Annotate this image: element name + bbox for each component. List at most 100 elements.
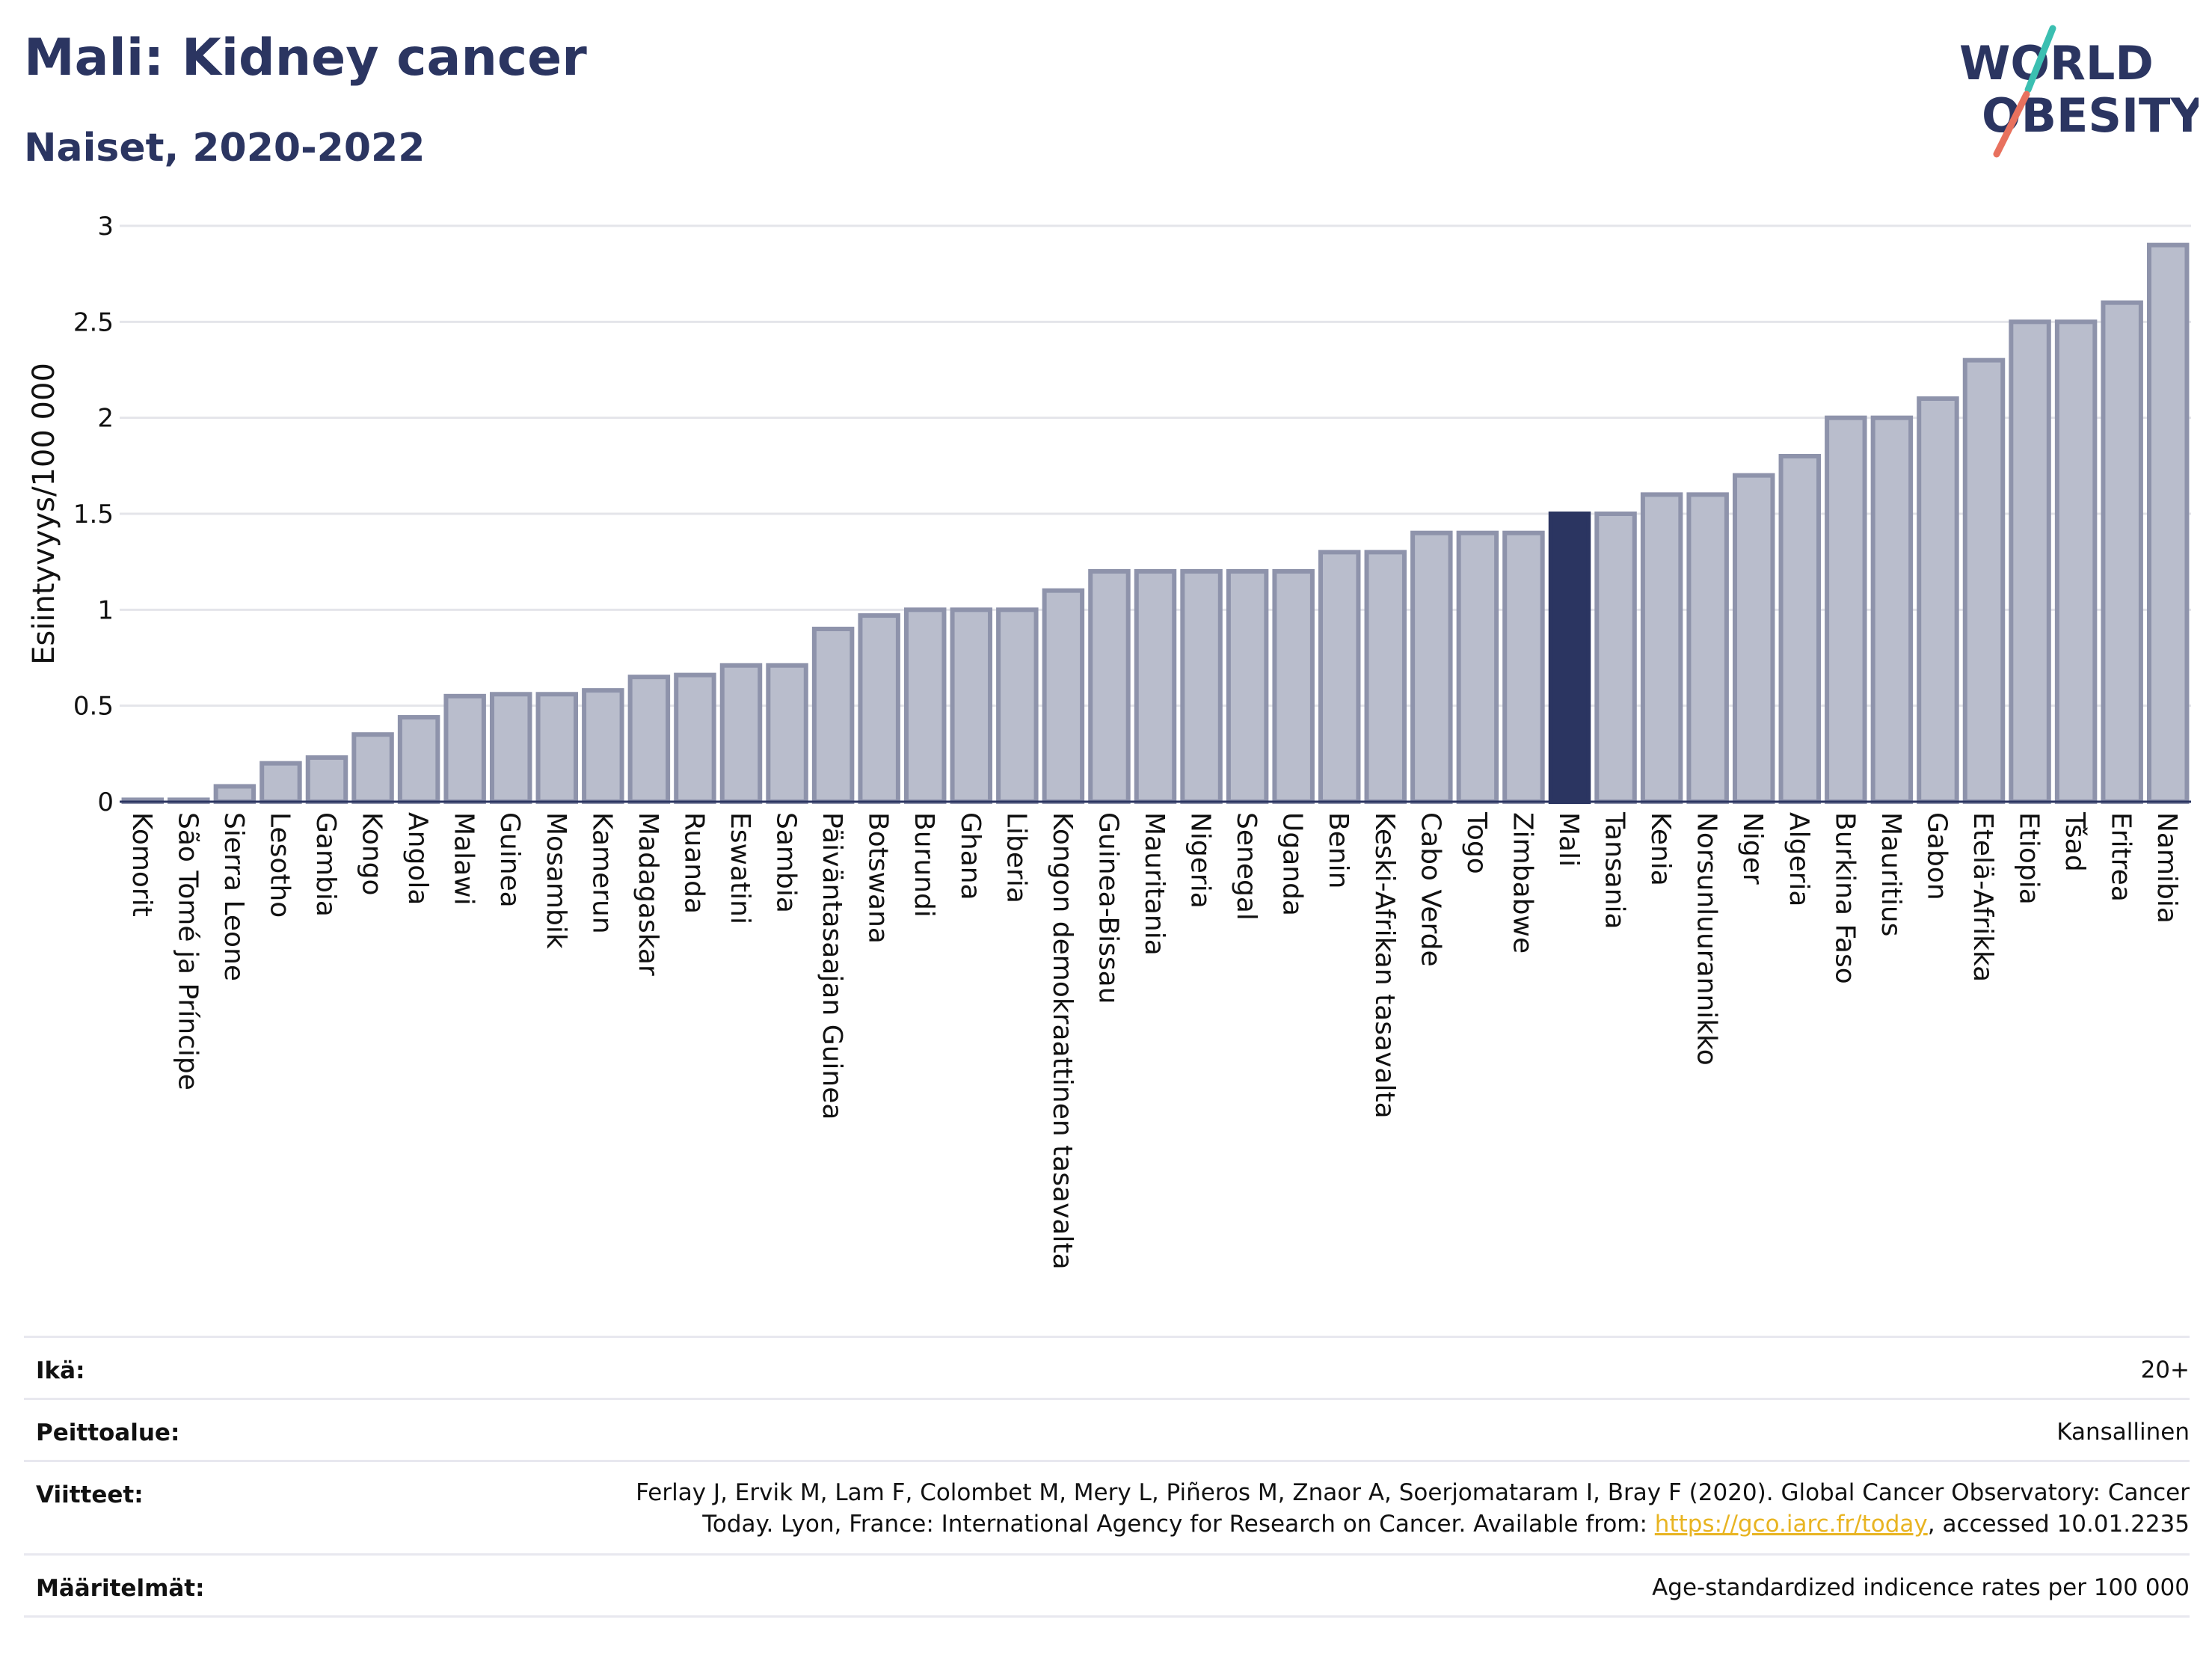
bar bbox=[1548, 512, 1591, 804]
bar bbox=[1686, 492, 1729, 804]
x-tick-label: Guinea bbox=[494, 812, 525, 908]
bar bbox=[627, 675, 671, 805]
references-label: Viitteet: bbox=[36, 1481, 144, 1508]
info-row-coverage: Peittoalue: Kansallinen bbox=[24, 1398, 2190, 1461]
x-tick-label: Benin bbox=[1323, 812, 1354, 888]
info-row-age: Ikä: 20+ bbox=[24, 1336, 2190, 1399]
x-tick-label: Etiopia bbox=[2014, 812, 2044, 905]
bar bbox=[996, 607, 1039, 804]
bar bbox=[2054, 319, 2098, 805]
x-tick-label: Malawi bbox=[449, 812, 479, 906]
bar bbox=[2009, 319, 2051, 805]
info-table: Ikä: 20+ Peittoalue: Kansallinen Viittee… bbox=[24, 1336, 2190, 1620]
bar bbox=[582, 688, 624, 805]
x-tick-label: Ruanda bbox=[678, 812, 709, 914]
y-tick-label: 2.5 bbox=[73, 307, 114, 337]
x-tick-label: Zimbabwe bbox=[1507, 812, 1537, 954]
y-tick-label: 2 bbox=[97, 404, 114, 434]
x-tick-label: Senegal bbox=[1231, 812, 1262, 921]
bar bbox=[1134, 569, 1177, 804]
bar bbox=[811, 627, 855, 804]
x-tick-label: Burundi bbox=[909, 812, 939, 918]
age-label: Ikä: bbox=[36, 1357, 85, 1384]
bar bbox=[2146, 242, 2190, 804]
x-tick-label: Norsunluurannikko bbox=[1692, 812, 1722, 1066]
bar bbox=[259, 761, 302, 805]
x-tick-label: Niger bbox=[1737, 812, 1768, 885]
bar bbox=[719, 663, 763, 804]
age-value: 20+ bbox=[2140, 1357, 2190, 1384]
x-tick-label: Algeria bbox=[1784, 812, 1814, 907]
y-axis-label: Esiintyvyys/100 000 bbox=[27, 363, 61, 665]
x-tick-label: Tšad bbox=[2059, 811, 2090, 872]
bar bbox=[1088, 569, 1131, 804]
bar bbox=[1364, 550, 1407, 804]
x-tick-label: São Tomé ja Príncipe bbox=[172, 812, 203, 1090]
x-tick-label: Kongo bbox=[357, 812, 387, 896]
definitions-value: Age-standardized indicence rates per 100… bbox=[1652, 1574, 2190, 1601]
bar bbox=[351, 732, 394, 805]
y-tick-label: 3 bbox=[97, 212, 114, 242]
bar bbox=[1180, 569, 1223, 804]
info-row-references: Viitteet: Ferlay J, Ervik M, Lam F, Colo… bbox=[24, 1460, 2190, 1555]
bar bbox=[1272, 569, 1315, 804]
x-tick-label: Etelä-Afrikka bbox=[1967, 812, 1998, 982]
x-tick-label: Burkina Faso bbox=[1829, 812, 1860, 984]
x-tick-label: Kongon demokraattinen tasavalta bbox=[1047, 812, 1078, 1270]
y-tick-label: 1 bbox=[97, 595, 114, 625]
bar bbox=[443, 693, 486, 804]
world-obesity-logo: WORLD OBESITY bbox=[1959, 25, 2199, 158]
bar bbox=[1410, 530, 1453, 805]
x-tick-label: Mauritania bbox=[1139, 812, 1170, 956]
definitions-label: Määritelmät: bbox=[36, 1575, 205, 1602]
x-tick-label: Gabon bbox=[1921, 812, 1952, 900]
x-tick-label: Angola bbox=[402, 812, 433, 905]
x-tick-label: Ghana bbox=[955, 812, 986, 900]
references-line-2-text: Today. Lyon, France: International Agenc… bbox=[702, 1511, 1655, 1538]
x-tick-label: Eritrea bbox=[2106, 812, 2136, 902]
bar bbox=[535, 692, 579, 804]
x-tick-label: Mali bbox=[1553, 812, 1584, 867]
coverage-value: Kansallinen bbox=[2056, 1419, 2190, 1446]
bar bbox=[397, 715, 440, 804]
x-tick-label: Kenia bbox=[1645, 812, 1676, 886]
x-tick-label: Liberia bbox=[1001, 812, 1031, 903]
x-tick-label: Päiväntasaajan Guinea bbox=[817, 812, 847, 1120]
bar bbox=[1318, 550, 1361, 804]
x-tick-label: Komorit bbox=[126, 812, 157, 917]
chart-title: Mali: Kidney cancer bbox=[24, 28, 587, 87]
bar bbox=[1778, 454, 1822, 804]
x-tick-label: Cabo Verde bbox=[1415, 812, 1446, 967]
bar bbox=[2101, 300, 2143, 804]
references-link[interactable]: https://gco.iarc.fr/today bbox=[1654, 1511, 1928, 1538]
bar bbox=[1917, 396, 1959, 804]
x-tick-label: Namibia bbox=[2151, 812, 2182, 924]
y-tick-label: 0.5 bbox=[73, 692, 114, 722]
references-line-2-end: , accessed 10.01.2235 bbox=[1927, 1511, 2190, 1538]
y-tick-label: 0 bbox=[97, 787, 114, 817]
bar bbox=[950, 607, 993, 804]
bar bbox=[1732, 473, 1775, 805]
references-value: Ferlay J, Ervik M, Lam F, Colombet M, Me… bbox=[636, 1477, 2190, 1540]
bar bbox=[766, 663, 808, 804]
bar bbox=[1594, 512, 1637, 804]
logo-slash-bottom bbox=[1993, 90, 2030, 158]
bar bbox=[1825, 415, 1867, 804]
x-tick-label: Nigeria bbox=[1185, 812, 1216, 909]
bar bbox=[903, 607, 947, 804]
info-row-definitions: Määritelmät: Age-standardized indicence … bbox=[24, 1553, 2190, 1617]
x-tick-label: Keski-Afrikan tasavalta bbox=[1369, 812, 1400, 1119]
x-tick-label: Togo bbox=[1461, 811, 1492, 874]
x-tick-label: Mauritius bbox=[1875, 812, 1906, 936]
bar bbox=[1962, 357, 2006, 804]
bar bbox=[1042, 588, 1085, 805]
logo-slash-top bbox=[2024, 25, 2056, 93]
x-tick-label: Gambia bbox=[310, 812, 341, 917]
chart-subtitle: Naiset, 2020-2022 bbox=[24, 126, 425, 171]
bar bbox=[489, 692, 532, 804]
bar-chart: 0 0.5 1 1.5 2 2.5 3 Esiintyvyys/100 000 Komorit S… bbox=[27, 212, 2191, 1270]
x-tick-label: Sierra Leone bbox=[218, 812, 249, 981]
bar bbox=[674, 672, 716, 804]
x-tick-label: Mosambik bbox=[541, 812, 571, 949]
bar bbox=[1502, 530, 1545, 805]
